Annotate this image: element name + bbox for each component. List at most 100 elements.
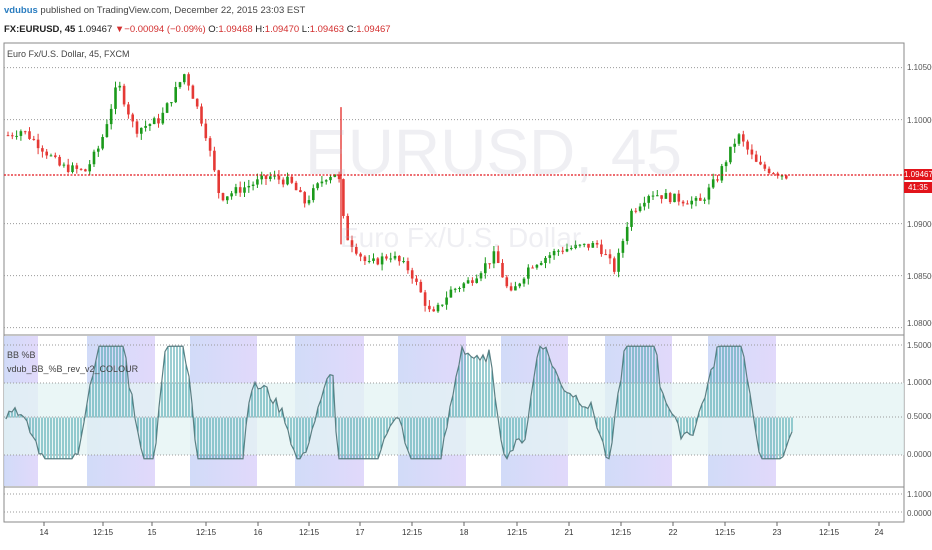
candle-body <box>436 304 440 312</box>
candle-body <box>531 267 534 269</box>
last-price: 1.09467 <box>77 24 113 35</box>
high-label: H: <box>255 24 265 35</box>
time-tick-label: 12:15 <box>299 528 320 537</box>
candle-body <box>668 193 672 203</box>
bb-percent-b-plot[interactable] <box>5 344 793 461</box>
candle-body <box>316 183 319 189</box>
candle-body <box>716 179 719 181</box>
candle-body <box>66 164 70 173</box>
candle-body <box>750 149 754 155</box>
candle-body <box>41 148 44 152</box>
time-tick-label: 12:15 <box>93 528 114 537</box>
indicator-title[interactable]: BB %B <box>7 350 36 360</box>
candle-body <box>724 162 728 167</box>
down-arrow-icon: ▼ <box>114 24 125 35</box>
candle-body <box>458 288 461 290</box>
candle-body <box>570 248 573 250</box>
candle-body <box>23 131 27 133</box>
candle-body <box>608 254 612 259</box>
candle-body <box>441 304 444 306</box>
candle-body <box>363 256 367 262</box>
candle-body <box>15 135 18 137</box>
time-tick-label: 12:15 <box>402 528 423 537</box>
candle-body <box>527 267 530 279</box>
publish-info: vdubus published on TradingView.com, Dec… <box>4 5 305 16</box>
candle-body <box>376 258 380 265</box>
indicator-level-label: 1.0000 <box>907 378 932 387</box>
symbol-label[interactable]: FX:EURUSD, 45 <box>4 24 76 35</box>
candle-body <box>359 253 362 257</box>
price-tick-label: 1.08000 <box>907 319 932 328</box>
candle-body <box>385 256 388 259</box>
indicator-script-name[interactable]: vdub_BB_%B_rev_v2_COLOUR <box>7 364 139 374</box>
candle-body <box>466 280 470 284</box>
candle-body <box>699 197 702 201</box>
candle-body <box>230 193 233 197</box>
candle-body <box>36 139 40 149</box>
candle-body <box>238 187 242 193</box>
candle-body <box>625 226 629 242</box>
candle-body <box>195 98 199 107</box>
candle-body <box>475 278 478 283</box>
candle-body <box>505 277 509 287</box>
candle-body <box>742 134 745 142</box>
candle-body <box>346 215 349 241</box>
candle-body <box>11 135 14 137</box>
candle-body <box>707 187 711 200</box>
main-pane-frame <box>3 42 905 336</box>
candle-body <box>200 106 203 124</box>
candle-body <box>703 199 706 201</box>
close-label: C: <box>346 24 357 35</box>
candle-body <box>307 200 311 204</box>
candle-body <box>522 278 526 284</box>
candle-body <box>423 292 427 306</box>
candle-body <box>312 188 315 201</box>
candle-body <box>398 255 401 262</box>
candle-body <box>406 261 410 271</box>
candle-body <box>733 143 736 147</box>
candle-body <box>518 283 521 287</box>
candle-body <box>28 131 31 139</box>
candles[interactable] <box>6 72 788 313</box>
candle-body <box>561 250 564 252</box>
candle-body <box>673 193 676 203</box>
candle-body <box>247 185 251 188</box>
candle-body <box>140 127 143 134</box>
time-tick-label: 12:15 <box>715 528 736 537</box>
candle-body <box>647 196 650 203</box>
candle-body <box>256 179 259 185</box>
candle-body <box>393 255 397 259</box>
candle-body <box>303 192 306 204</box>
candle-body <box>772 173 775 175</box>
candle-body <box>165 103 169 113</box>
candle-body <box>19 131 23 136</box>
time-tick-label: 17 <box>355 528 365 537</box>
candle-body <box>372 258 375 261</box>
candle-body <box>251 184 255 186</box>
candle-body <box>135 121 139 134</box>
indicator-level-label: 1.5000 <box>907 341 932 350</box>
main-pane-title[interactable]: Euro Fx/U.S. Dollar, 45, FXCM <box>7 49 130 59</box>
percent-b-line <box>5 344 793 461</box>
candle-body <box>355 246 358 254</box>
candle-body <box>157 118 160 124</box>
symbol-legend: FX:EURUSD, 45 1.09467 ▼−0.00094 (−0.09%)… <box>4 24 391 35</box>
candle-body <box>380 256 384 265</box>
candle-body <box>320 181 324 184</box>
candle-body <box>574 244 577 249</box>
author-link[interactable]: vdubus <box>4 5 38 16</box>
bar-countdown: 41:35 <box>904 182 932 193</box>
candle-body <box>415 278 418 282</box>
candle-body <box>638 206 642 211</box>
candle-body <box>780 175 784 177</box>
candle-body <box>299 190 302 193</box>
lower-level-label: 0.0000 <box>907 509 932 518</box>
candle-body <box>539 262 543 265</box>
name-watermark: Euro Fx/U.S. Dollar <box>340 222 582 253</box>
candle-body <box>148 124 152 126</box>
symbol-watermark: EURUSD, 45 <box>305 116 682 188</box>
candle-body <box>221 193 225 201</box>
candle-body <box>324 180 328 182</box>
candle-body <box>122 85 126 105</box>
